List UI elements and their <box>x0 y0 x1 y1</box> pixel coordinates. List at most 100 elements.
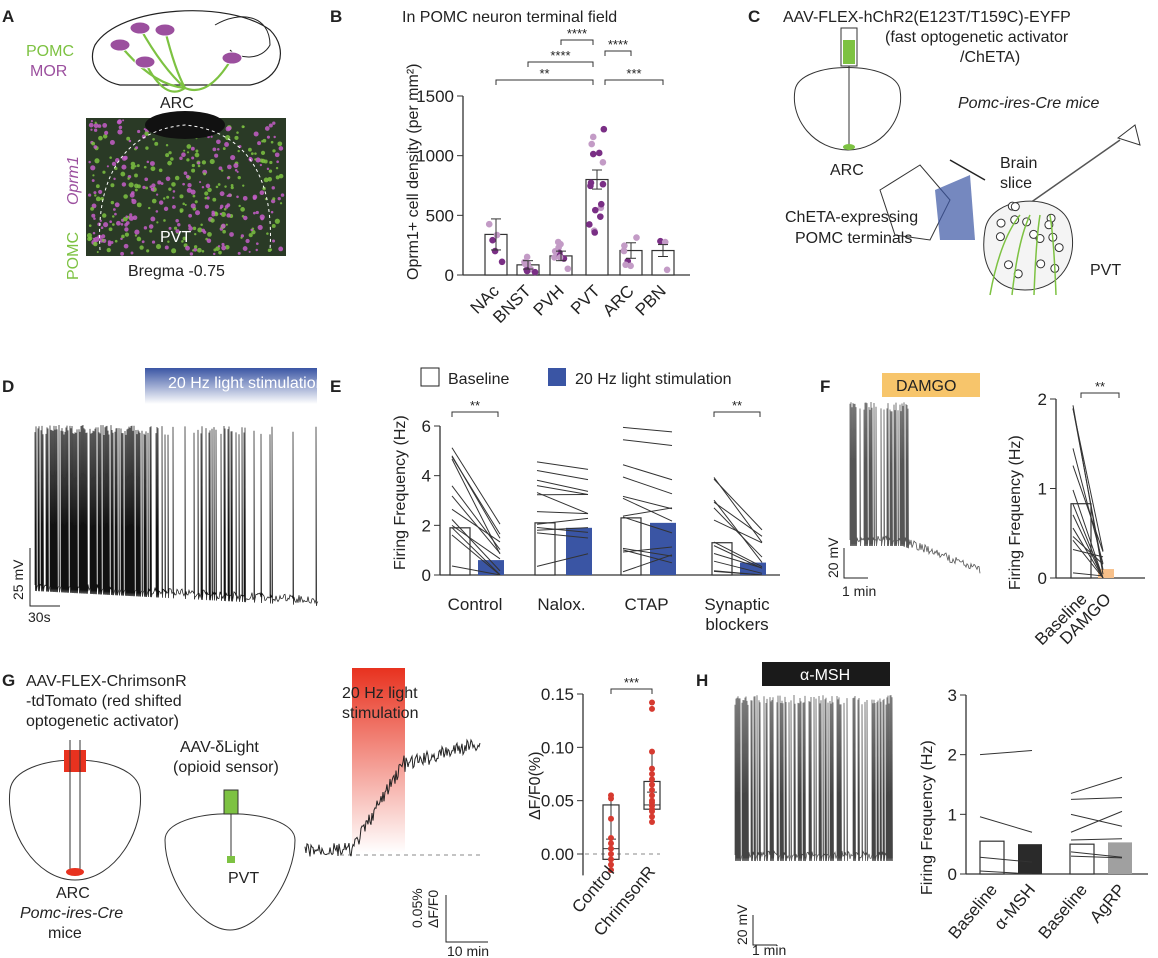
cell-dot <box>97 124 102 128</box>
paired-line <box>713 541 763 568</box>
cell-dot <box>280 193 285 197</box>
drug-label: DAMGO <box>896 378 956 395</box>
significance-bracket <box>713 411 761 417</box>
coronal-section <box>8 759 142 881</box>
significance-bracket <box>1080 392 1120 398</box>
bregma-label: Bregma -0.75 <box>128 263 225 280</box>
drug-bar <box>762 662 890 686</box>
pomc-fiber <box>139 27 186 89</box>
cell-dot <box>88 193 92 197</box>
cell-dot <box>203 172 207 176</box>
cell-dot <box>123 194 128 199</box>
amplifier-icon <box>1116 124 1141 146</box>
cell-dot <box>224 244 230 250</box>
cell-dot <box>237 149 240 153</box>
cell-dot <box>127 177 130 180</box>
cell-dot <box>112 215 115 218</box>
paired-line <box>622 497 673 522</box>
y-tick-label: 0.05 <box>541 792 574 811</box>
data-point <box>649 813 655 820</box>
cell-dot <box>177 223 181 227</box>
bar-baseline <box>711 542 733 576</box>
neuron <box>1004 260 1013 270</box>
cell-dot <box>113 177 116 181</box>
bar-stimulation <box>566 527 592 575</box>
cell-dot <box>171 182 176 187</box>
cell-dot <box>242 246 248 251</box>
cell-dot <box>109 140 115 146</box>
pomc-legend: POMC <box>26 43 74 60</box>
pomc-channel-label: POMC <box>65 232 82 280</box>
cell-dot <box>245 238 250 244</box>
cell-dot <box>102 170 106 174</box>
cell-dot <box>114 212 117 216</box>
cell-dot <box>225 223 228 226</box>
cell-dot <box>269 248 273 251</box>
cell-dot <box>272 197 276 201</box>
data-point <box>622 261 629 269</box>
legend-swatch-stim <box>548 368 566 386</box>
scale-voltage: 25 mV <box>10 559 26 600</box>
cell-dot <box>120 223 124 226</box>
scale-bar <box>445 895 488 943</box>
paired-line <box>1072 465 1104 552</box>
cell-dot <box>218 166 223 171</box>
arc-label: ARC <box>56 885 90 902</box>
cell-dot <box>277 141 283 147</box>
x-tick-label: Control <box>448 595 503 614</box>
cell-dot <box>134 173 138 178</box>
cell-dot <box>207 232 212 237</box>
cell-dot <box>182 202 185 206</box>
cell-dot <box>197 227 203 233</box>
cell-dot <box>220 169 224 172</box>
cell-dot <box>206 238 212 244</box>
paired-line <box>622 554 673 573</box>
panel-label: H <box>696 671 708 690</box>
cell-dot <box>275 175 280 180</box>
cell-dot <box>123 243 129 249</box>
cell-dot <box>195 149 199 153</box>
cell-dot <box>273 135 276 139</box>
paired-line <box>979 870 1033 875</box>
virus-fill <box>843 40 855 64</box>
cell-dot <box>110 241 114 244</box>
panel-e: E Baseline 20 Hz light stimulation Firin… <box>330 367 780 634</box>
pvt-outline <box>99 124 271 251</box>
cell-dot <box>238 204 241 208</box>
cell-dot <box>262 186 266 191</box>
significance-label: ** <box>732 398 742 413</box>
data-point <box>608 867 614 873</box>
data-point <box>649 819 655 825</box>
cell-dot <box>91 179 95 182</box>
cell-dot <box>259 214 265 220</box>
cell-dot <box>168 226 172 230</box>
paired-line <box>1072 489 1104 579</box>
cell-dot <box>151 240 156 244</box>
legend-stim: 20 Hz light stimulation <box>575 371 732 388</box>
scale-dff: ΔF/F0 <box>425 890 441 928</box>
cell-dot <box>207 187 212 193</box>
data-point <box>608 840 614 847</box>
data-point <box>551 254 558 261</box>
cell-dot <box>250 228 253 232</box>
cell-dot <box>136 164 140 168</box>
mor-target <box>154 23 176 37</box>
cell-dot <box>243 215 248 221</box>
cell-dot <box>111 161 117 167</box>
fluorescence-trace <box>304 738 481 857</box>
cell-dot <box>106 165 109 168</box>
cell-dot <box>240 207 245 212</box>
cell-dot <box>185 245 190 251</box>
cell-dot <box>95 196 101 202</box>
cell-dot <box>142 185 146 190</box>
cell-dot <box>96 251 99 254</box>
data-point <box>608 815 614 822</box>
data-point <box>591 229 599 236</box>
data-point <box>597 213 604 220</box>
paired-line <box>1070 838 1123 841</box>
cell-dot <box>219 212 222 216</box>
data-point <box>595 149 603 157</box>
cell-dot <box>201 160 207 165</box>
cell-dot <box>92 231 96 235</box>
